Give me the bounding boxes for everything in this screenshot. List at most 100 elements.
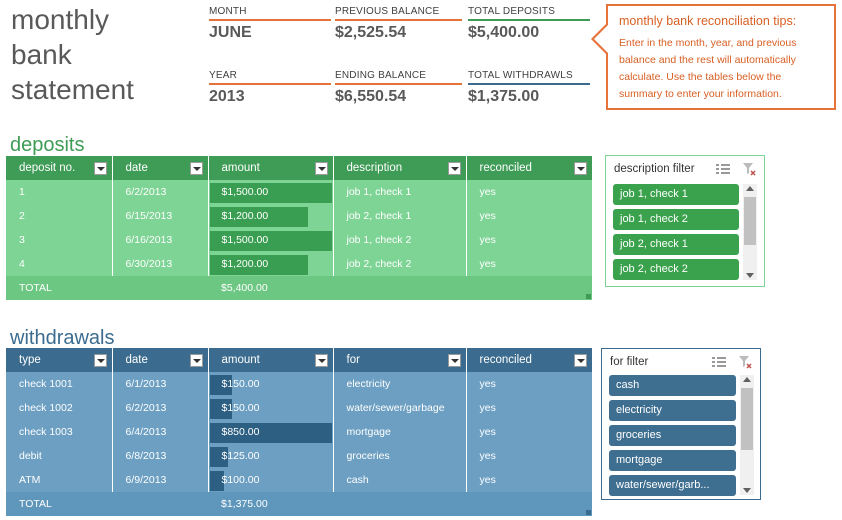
- for-cell[interactable]: mortgage: [333, 420, 467, 444]
- date-cell[interactable]: 6/4/2013: [112, 420, 209, 444]
- scroll-up-icon[interactable]: [746, 186, 754, 191]
- deposits-col-date: date: [112, 156, 209, 180]
- filter-dropdown-icon[interactable]: [447, 162, 461, 175]
- deposits-table: deposit no. date amount description reco…: [6, 156, 592, 300]
- clear-filter-icon[interactable]: [742, 162, 756, 176]
- reconciled-cell[interactable]: yes: [466, 420, 592, 444]
- slicer-item[interactable]: job 1, check 2: [613, 209, 739, 230]
- previous-balance-field[interactable]: PREVIOUS BALANCE $2,525.54: [335, 5, 462, 42]
- date-cell[interactable]: 6/1/2013: [112, 372, 209, 396]
- slicer-item[interactable]: groceries: [609, 425, 736, 446]
- description-cell[interactable]: job 2, check 2: [333, 252, 467, 276]
- table-resize-handle[interactable]: [586, 510, 591, 515]
- scrollbar-thumb[interactable]: [744, 197, 756, 245]
- for-cell[interactable]: groceries: [333, 444, 467, 468]
- reconciled-cell[interactable]: yes: [466, 396, 592, 420]
- amount-text: $125.00: [221, 450, 260, 462]
- multi-select-icon[interactable]: [716, 163, 730, 175]
- slicer-item[interactable]: electricity: [609, 400, 736, 421]
- reconciled-cell[interactable]: yes: [466, 468, 592, 492]
- description-cell[interactable]: job 2, check 1: [333, 204, 467, 228]
- slicer-scrollbar[interactable]: [740, 375, 754, 495]
- for-cell[interactable]: electricity: [333, 372, 467, 396]
- amount-cell[interactable]: $1,500.00: [208, 228, 334, 252]
- description-cell[interactable]: job 1, check 1: [333, 180, 467, 204]
- amount-cell[interactable]: $1,200.00: [208, 204, 334, 228]
- filter-dropdown-icon[interactable]: [189, 162, 203, 175]
- slicer-item[interactable]: cash: [609, 375, 736, 396]
- type-cell[interactable]: debit: [6, 444, 113, 468]
- reconciled-cell[interactable]: yes: [466, 372, 592, 396]
- deposit-no-cell[interactable]: 3: [6, 228, 113, 252]
- scroll-up-icon[interactable]: [743, 377, 751, 382]
- total-blank-cell: [333, 276, 466, 300]
- amount-cell[interactable]: $100.00: [208, 468, 334, 492]
- filter-dropdown-icon[interactable]: [93, 354, 107, 367]
- type-cell[interactable]: check 1003: [6, 420, 113, 444]
- slicer-item[interactable]: water/sewer/garb...: [609, 475, 736, 496]
- amount-cell[interactable]: $1,500.00: [208, 180, 334, 204]
- filter-dropdown-icon[interactable]: [574, 354, 587, 367]
- date-cell[interactable]: 6/8/2013: [112, 444, 209, 468]
- reconciled-cell[interactable]: yes: [466, 444, 592, 468]
- previous-balance-value[interactable]: $2,525.54: [335, 24, 407, 41]
- amount-cell[interactable]: $150.00: [208, 372, 334, 396]
- year-field[interactable]: YEAR 2013: [209, 69, 331, 106]
- amount-cell[interactable]: $150.00: [208, 396, 334, 420]
- amount-data-bar: [209, 423, 332, 443]
- reconciled-cell[interactable]: yes: [466, 228, 592, 252]
- date-cell[interactable]: 6/2/2013: [112, 180, 209, 204]
- slicer-scrollbar[interactable]: [743, 184, 757, 280]
- reconciled-cell[interactable]: yes: [466, 204, 592, 228]
- scrollbar-thumb[interactable]: [741, 388, 753, 450]
- amount-data-bar: [209, 399, 232, 419]
- clear-filter-icon[interactable]: [738, 355, 752, 369]
- filter-dropdown-icon[interactable]: [314, 354, 328, 367]
- type-cell[interactable]: check 1002: [6, 396, 113, 420]
- date-cell[interactable]: 6/30/2013: [112, 252, 209, 276]
- filter-dropdown-icon[interactable]: [574, 162, 587, 175]
- amount-cell[interactable]: $125.00: [208, 444, 334, 468]
- date-cell[interactable]: 6/9/2013: [112, 468, 209, 492]
- deposit-no-cell[interactable]: 2: [6, 204, 113, 228]
- reconciled-cell[interactable]: yes: [466, 180, 592, 204]
- scroll-down-icon[interactable]: [743, 488, 751, 493]
- date-cell[interactable]: 6/15/2013: [112, 204, 209, 228]
- reconciled-cell[interactable]: yes: [466, 252, 592, 276]
- date-cell[interactable]: 6/16/2013: [112, 228, 209, 252]
- month-field[interactable]: MONTH JUNE: [209, 5, 331, 42]
- col-label: amount: [221, 162, 260, 174]
- col-label: type: [19, 354, 41, 366]
- filter-dropdown-icon[interactable]: [189, 354, 203, 367]
- total-deposits-label: TOTAL DEPOSITS: [468, 6, 556, 17]
- filter-dropdown-icon[interactable]: [93, 162, 107, 175]
- slicer-item[interactable]: job 1, check 1: [613, 184, 739, 205]
- for-cell[interactable]: cash: [333, 468, 467, 492]
- filter-dropdown-icon[interactable]: [447, 354, 461, 367]
- year-value[interactable]: 2013: [209, 88, 245, 105]
- filter-dropdown-icon[interactable]: [314, 162, 328, 175]
- scroll-down-icon[interactable]: [746, 273, 754, 278]
- month-value[interactable]: JUNE: [209, 24, 252, 41]
- slicer-item[interactable]: mortgage: [609, 450, 736, 471]
- ending-balance-field: ENDING BALANCE $6,550.54: [335, 69, 462, 106]
- date-cell[interactable]: 6/2/2013: [112, 396, 209, 420]
- total-blank-cell: [112, 276, 208, 300]
- for-cell[interactable]: water/sewer/garbage: [333, 396, 467, 420]
- table-resize-handle[interactable]: [586, 294, 591, 299]
- slicer-item[interactable]: job 2, check 2: [613, 259, 739, 280]
- slicer-item[interactable]: job 2, check 1: [613, 234, 739, 255]
- table-row: 4 6/30/2013 $1,200.00 job 2, check 2 yes: [6, 252, 592, 276]
- deposit-no-cell[interactable]: 1: [6, 180, 113, 204]
- multi-select-icon[interactable]: [712, 356, 726, 368]
- page-title: monthly bank statement: [11, 4, 134, 105]
- withdrawals-total-row: TOTAL $1,375.00: [6, 492, 592, 516]
- type-cell[interactable]: check 1001: [6, 372, 113, 396]
- type-cell[interactable]: ATM: [6, 468, 113, 492]
- table-row: 2 6/15/2013 $1,200.00 job 2, check 1 yes: [6, 204, 592, 228]
- amount-data-bar: [209, 375, 232, 395]
- deposit-no-cell[interactable]: 4: [6, 252, 113, 276]
- description-cell[interactable]: job 1, check 2: [333, 228, 467, 252]
- amount-cell[interactable]: $850.00: [208, 420, 334, 444]
- amount-cell[interactable]: $1,200.00: [208, 252, 334, 276]
